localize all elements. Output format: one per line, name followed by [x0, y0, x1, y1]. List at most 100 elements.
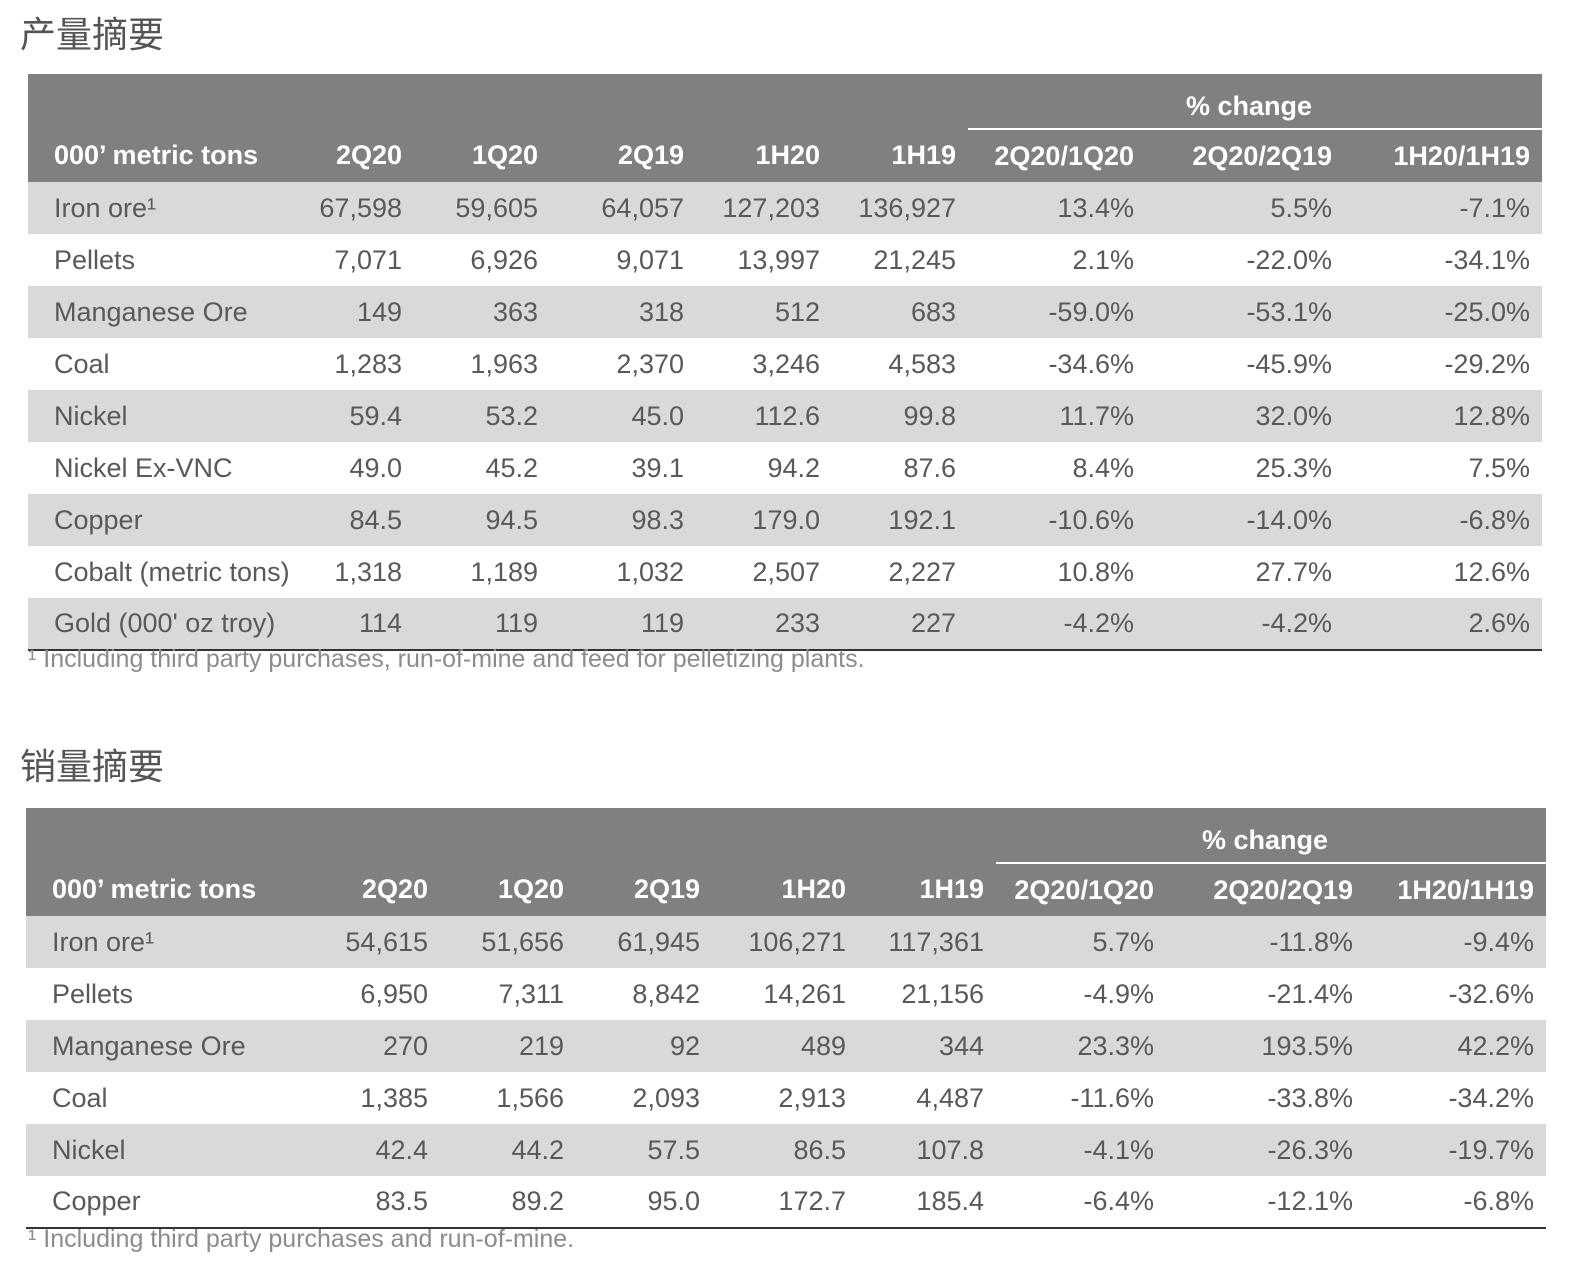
cell: 59,605 [414, 182, 550, 234]
row-label: Copper [28, 494, 298, 546]
cell: 5.7% [996, 916, 1166, 968]
cell: 13,997 [737, 244, 820, 275]
row-label: Nickel [28, 390, 298, 442]
cell: 4,487 [916, 1082, 984, 1113]
table-row: Iron ore¹ 54,615 51,656 61,945 106,271 117,36… [26, 916, 1546, 968]
cell: 53.2 [414, 390, 550, 442]
cell: 9,071 [616, 244, 684, 275]
cell: 45.0 [550, 390, 696, 442]
row-label: Pellets [54, 244, 136, 275]
column-header: 2Q20/2Q19 [1166, 863, 1365, 916]
column-header: 1H20/1H19 [1344, 129, 1542, 182]
cell: 27.7% [1255, 556, 1332, 587]
cell: 119 [414, 598, 550, 651]
cell: 185.4 [858, 1176, 996, 1229]
cell: 7,071 [334, 244, 402, 275]
cell: 14,261 [763, 978, 846, 1009]
cell: 683 [832, 286, 968, 338]
cell: -32.6% [1448, 978, 1534, 1009]
cell: 25.3% [1255, 452, 1332, 483]
cell: 64,057 [550, 182, 696, 234]
cell: 45.2 [485, 452, 538, 483]
table-row: Nickel 59.4 53.2 45.0 112.6 99.8 11.7% 32.0% 12.… [28, 390, 1542, 442]
cell: 86.5 [712, 1124, 858, 1176]
cell: 12.6% [1453, 556, 1530, 587]
column-header: 1Q20 [440, 863, 576, 916]
table-row: Pellets 6,950 7,311 8,842 14,261 21,156 -4.9% -… [26, 968, 1546, 1020]
cell: 98.3 [550, 494, 696, 546]
header-row: 000’ metric tons 2Q20 1Q20 2Q19 1H20 1H19 2Q20… [28, 129, 1542, 182]
cell: 8,842 [632, 978, 700, 1009]
footnote: ¹ Including third party purchases, run-o… [28, 645, 865, 673]
table-row: Manganese Ore 149 363 318 512 683 -59.0% -53.1%… [28, 286, 1542, 338]
cell: 2,227 [888, 556, 956, 587]
table-head: % change 000’ metric tons 2Q20 1Q20 2Q19 1H20… [28, 74, 1542, 182]
cell: 270 [300, 1020, 440, 1072]
table-row: Coal 1,385 1,566 2,093 2,913 4,487 -11.6% -33.8… [26, 1072, 1546, 1124]
cell: 89.2 [440, 1176, 576, 1229]
table-row: Copper 84.5 94.5 98.3 179.0 192.1 -10.6% -14.0%… [28, 494, 1542, 546]
cell: -29.2% [1444, 348, 1530, 379]
cell: -33.8% [1267, 1082, 1353, 1113]
cell: -34.2% [1448, 1082, 1534, 1113]
cell: 318 [550, 286, 696, 338]
column-header: 1Q20 [414, 129, 550, 182]
column-header: 2Q19 [576, 863, 712, 916]
column-header: 1H20 [696, 129, 832, 182]
cell: 49.0 [349, 452, 402, 483]
cell: 99.8 [832, 390, 968, 442]
cell: 84.5 [298, 494, 414, 546]
cell: -34.1% [1444, 244, 1530, 275]
cell: 6,950 [360, 978, 428, 1009]
column-header: 2Q20/1Q20 [996, 863, 1166, 916]
cell: 1,385 [360, 1082, 428, 1113]
row-label: Gold (000' oz troy) [28, 598, 298, 651]
header-spacer [28, 74, 968, 129]
cell: 21,245 [873, 244, 956, 275]
cell: 172.7 [712, 1176, 858, 1229]
table-row: Nickel Ex-VNC 49.0 45.2 39.1 94.2 87.6 8.4% 25.… [28, 442, 1542, 494]
column-header: 1H20 [712, 863, 858, 916]
cell: 344 [858, 1020, 996, 1072]
cell: -6.8% [1365, 1176, 1546, 1229]
header-row: 000’ metric tons 2Q20 1Q20 2Q19 1H20 1H19 2Q20… [26, 863, 1546, 916]
cell: -6.4% [996, 1176, 1166, 1229]
cell: -10.6% [968, 494, 1146, 546]
cell: 1,566 [496, 1082, 564, 1113]
cell: 2,093 [632, 1082, 700, 1113]
cell: 489 [712, 1020, 858, 1072]
data-table: % change 000’ metric tons 2Q20 1Q20 2Q19 1H20… [28, 74, 1542, 651]
cell: 2.1% [1072, 244, 1134, 275]
cell: 87.6 [903, 452, 956, 483]
cell: 4,583 [888, 348, 956, 379]
cell: 219 [440, 1020, 576, 1072]
cell: 192.1 [832, 494, 968, 546]
cell: 67,598 [298, 182, 414, 234]
cell: 44.2 [440, 1124, 576, 1176]
cell: 2,370 [616, 348, 684, 379]
cell: 12.8% [1344, 390, 1542, 442]
row-label: Iron ore¹ [26, 916, 300, 968]
column-header: 1H19 [858, 863, 996, 916]
section-title: 销量摘要 [20, 747, 165, 788]
cell: 13.4% [968, 182, 1146, 234]
cell: 149 [298, 286, 414, 338]
column-header: 2Q20/1Q20 [968, 129, 1146, 182]
cell: 1,283 [334, 348, 402, 379]
cell: 59.4 [298, 390, 414, 442]
header-spacer [26, 808, 996, 863]
cell: -12.1% [1166, 1176, 1365, 1229]
column-header: 1H19 [832, 129, 968, 182]
cell: 57.5 [576, 1124, 712, 1176]
table-row: Copper 83.5 89.2 95.0 172.7 185.4 -6.4% -12.1% -… [26, 1176, 1546, 1229]
cell: 23.3% [996, 1020, 1166, 1072]
column-header: 2Q20/2Q19 [1146, 129, 1344, 182]
cell: -11.6% [1070, 1082, 1154, 1113]
column-header: 2Q20 [298, 129, 414, 182]
cell: -4.2% [1146, 598, 1344, 651]
cell: 95.0 [576, 1176, 712, 1229]
cell: 193.5% [1166, 1020, 1365, 1072]
cell: -19.7% [1365, 1124, 1546, 1176]
cell: 2,913 [778, 1082, 846, 1113]
